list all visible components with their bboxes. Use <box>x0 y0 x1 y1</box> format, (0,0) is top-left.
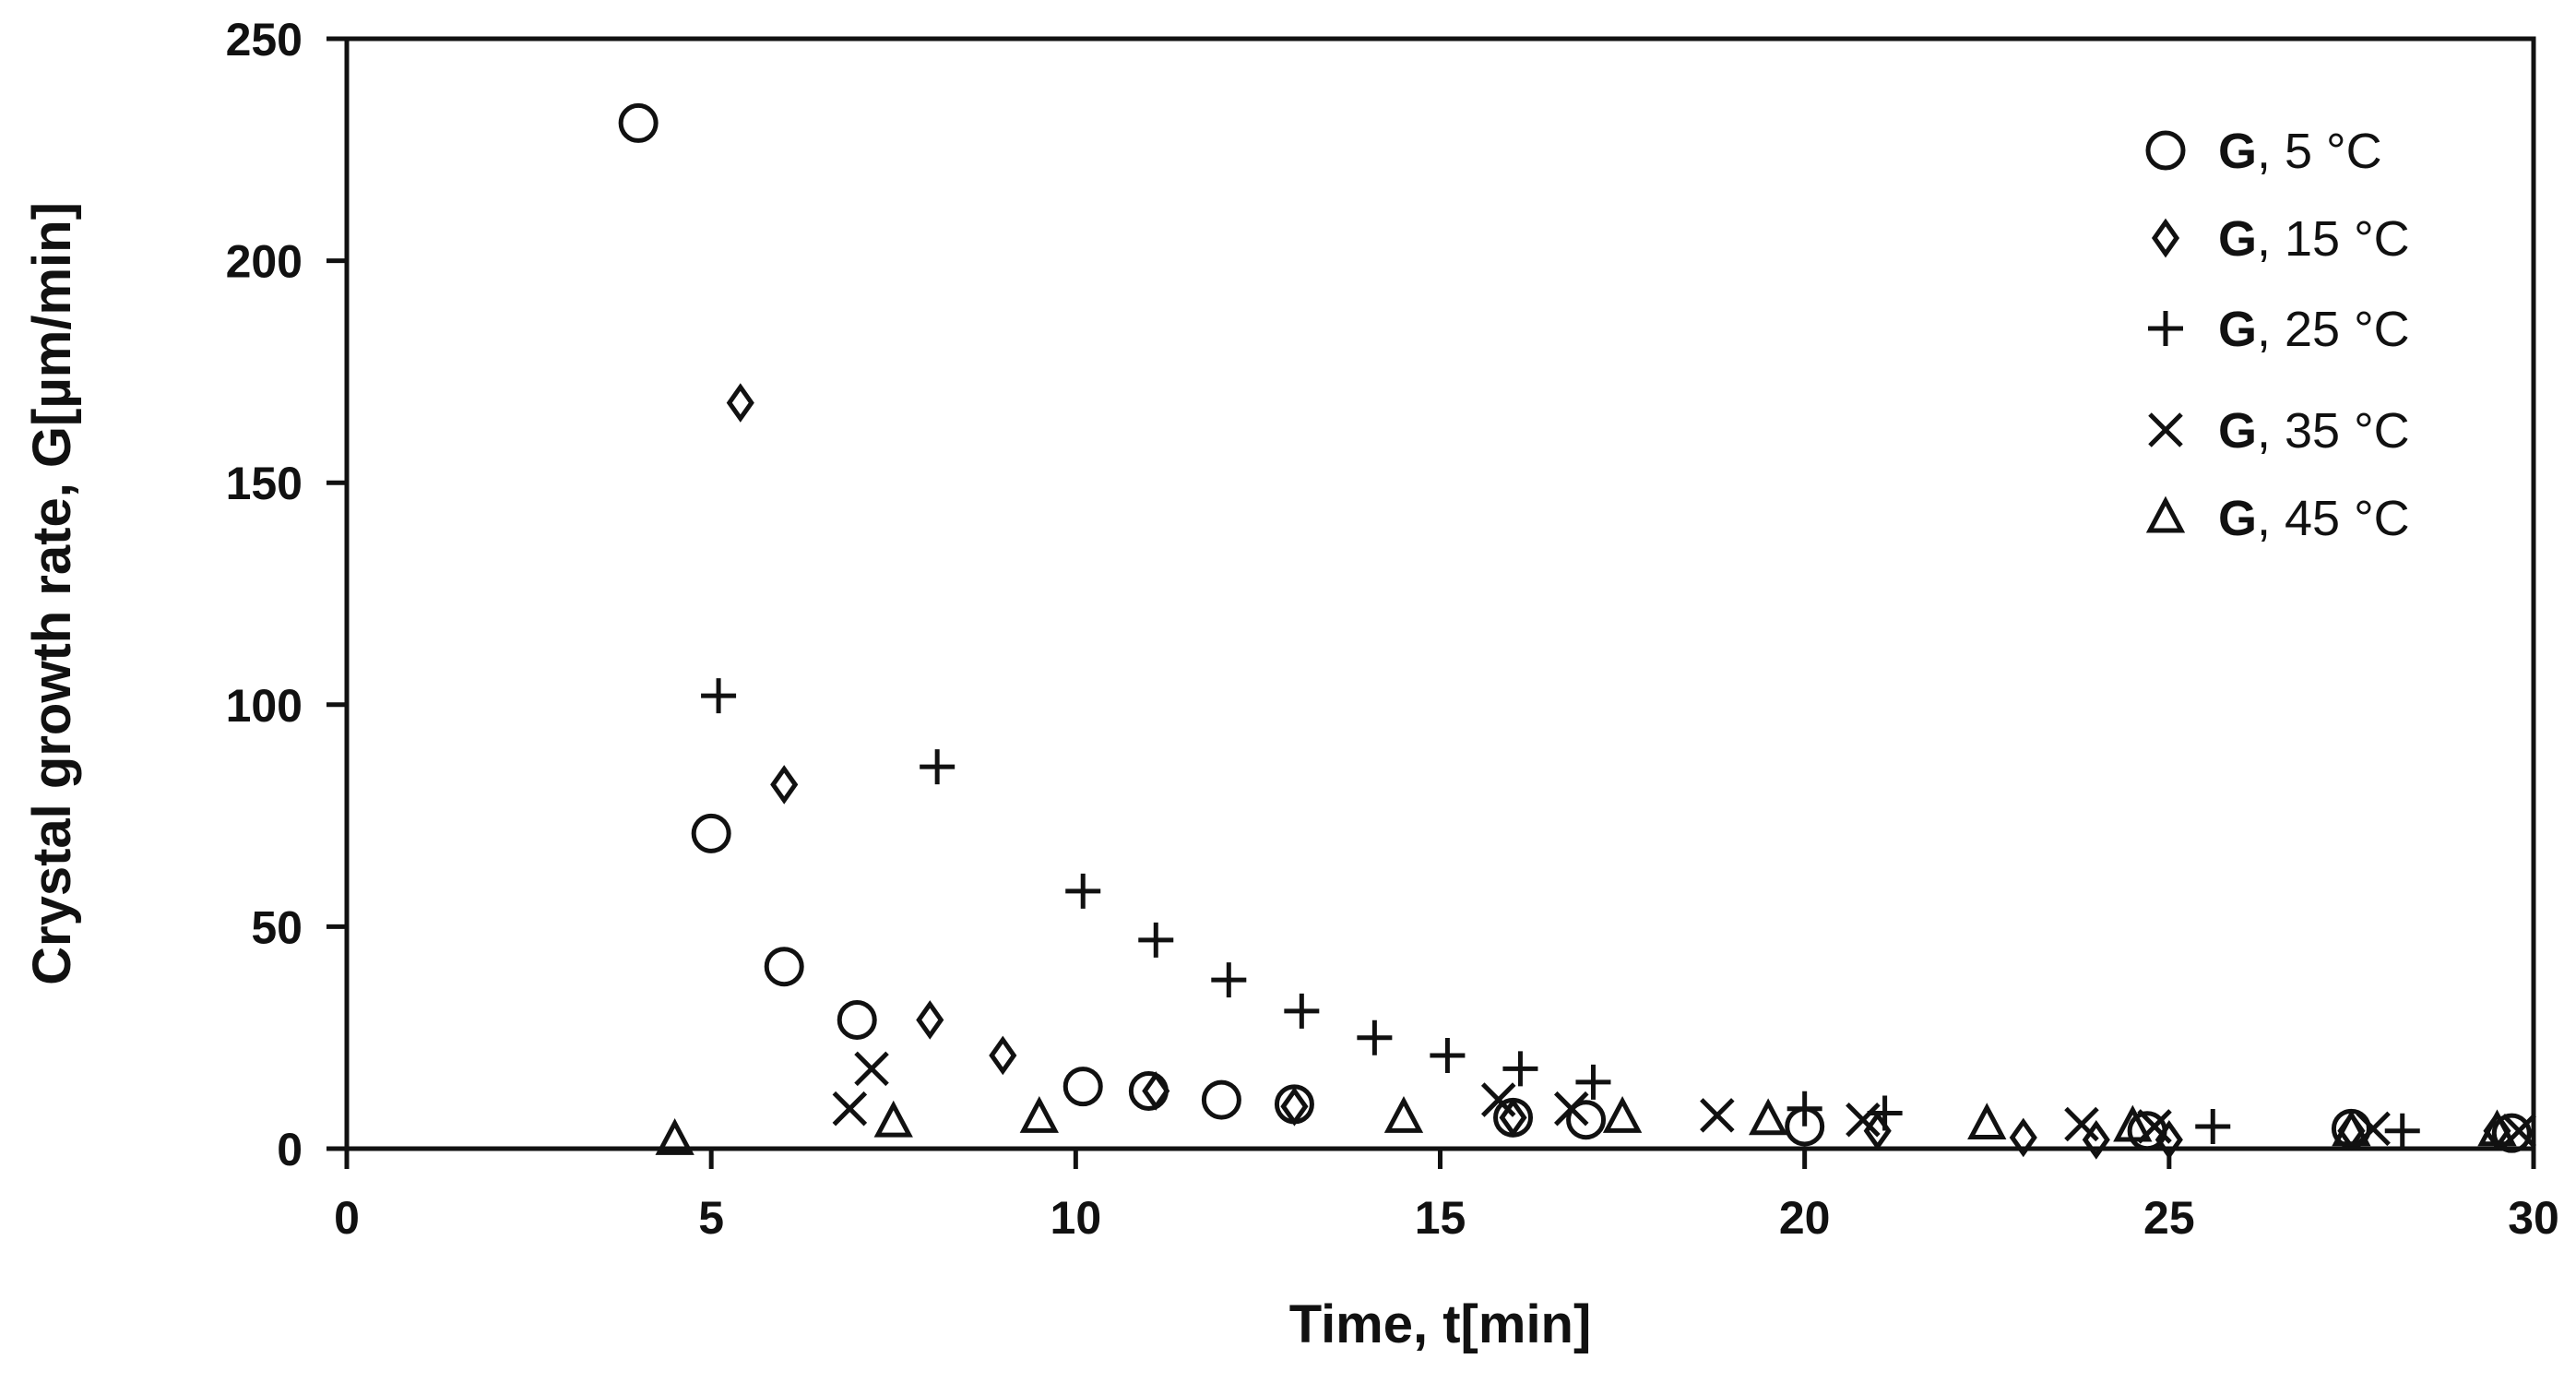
plus-marker <box>701 678 737 714</box>
legend-label-bold: G <box>2218 211 2257 267</box>
plus-marker <box>1284 993 1320 1029</box>
legend-label-rest: , 25 °C <box>2257 302 2410 357</box>
x-tick-label: 20 <box>1779 1192 1831 1244</box>
legend-circle-icon <box>2145 130 2186 171</box>
triangle-marker <box>2477 1109 2517 1147</box>
x-marker <box>854 1051 889 1087</box>
legend: G, 5 °CG, 15 °CG, 25 °CG, 35 °CG, 45 °C <box>2145 124 2410 546</box>
circle-marker <box>1566 1100 1607 1140</box>
x-tick-label: 0 <box>334 1192 360 1244</box>
diamond-marker <box>989 1035 1017 1076</box>
legend-label-rest: , 45 °C <box>2257 491 2410 546</box>
legend-label-bold: G <box>2218 491 2257 546</box>
diamond-marker <box>1142 1071 1170 1111</box>
legend-plus-icon <box>2148 311 2183 346</box>
x-marker <box>1553 1091 1589 1127</box>
diamond-marker <box>2009 1117 2037 1158</box>
legend-label-rest: , 5 °C <box>2257 124 2382 179</box>
legend-label: G, 5 °C <box>2218 124 2382 179</box>
legend-label-bold: G <box>2218 302 2257 357</box>
triangle-marker <box>1383 1095 1424 1133</box>
legend-label-rest: , 15 °C <box>2257 211 2410 267</box>
diamond-marker <box>770 765 799 805</box>
data-markers <box>618 102 2536 1160</box>
circle-marker <box>691 813 731 853</box>
plus-marker <box>1211 962 1247 998</box>
plus-marker <box>1787 1091 1822 1127</box>
legend-triangle-icon <box>2145 495 2186 533</box>
x-tick-label: 30 <box>2508 1192 2559 1244</box>
plus-marker <box>1867 1095 1903 1131</box>
x-tick-label: 15 <box>1415 1192 1466 1244</box>
x-tick-label: 10 <box>1051 1192 1102 1244</box>
circle-marker <box>618 102 659 143</box>
circle-marker <box>837 999 877 1040</box>
triangle-marker <box>1602 1095 1643 1133</box>
plus-marker <box>1138 922 1174 958</box>
plus-marker <box>1430 1037 1466 1073</box>
plus-marker <box>920 749 956 785</box>
x-axis-title: Time, t[min] <box>1289 1294 1592 1354</box>
x-marker <box>1846 1102 1881 1138</box>
circle-marker <box>764 947 804 987</box>
plus-marker <box>1357 1019 1393 1055</box>
y-tick-label: 50 <box>251 901 303 953</box>
y-tick-label: 100 <box>226 680 303 732</box>
legend-label: G, 35 °C <box>2218 403 2410 459</box>
y-tick-label: 200 <box>226 236 303 288</box>
y-tick-label: 0 <box>277 1124 303 1175</box>
x-marker <box>832 1091 868 1127</box>
x-marker <box>2501 1113 2536 1149</box>
triangle-marker <box>873 1100 913 1138</box>
diamond-marker <box>1499 1097 1527 1138</box>
diamond-marker <box>726 383 754 423</box>
legend-label: G, 15 °C <box>2218 211 2410 267</box>
plus-marker <box>1502 1051 1538 1087</box>
circle-marker <box>2491 1113 2532 1153</box>
x-marker <box>2064 1106 2099 1142</box>
legend-x-icon <box>2148 412 2183 447</box>
legend-label: G, 45 °C <box>2218 491 2410 546</box>
x-tick-label: 5 <box>698 1192 724 1244</box>
circle-marker <box>1201 1079 1241 1120</box>
triangle-marker <box>655 1118 694 1155</box>
triangle-marker <box>1748 1098 1788 1136</box>
diamond-marker <box>916 1000 944 1040</box>
triangle-marker <box>2113 1104 2153 1142</box>
plus-marker <box>1065 873 1101 909</box>
legend-label: G, 25 °C <box>2218 302 2410 357</box>
circle-marker <box>1062 1067 1103 1107</box>
axes: 0 5 10 15 20 25 30 0 50 100 150 200 250 <box>226 14 2559 1244</box>
plus-marker <box>2384 1113 2420 1149</box>
diamond-marker <box>1280 1086 1309 1127</box>
plot-frame <box>344 36 2536 1151</box>
triangle-marker <box>2332 1109 2371 1147</box>
y-tick-label: 150 <box>226 458 303 509</box>
legend-diamond-icon <box>2151 218 2180 258</box>
legend-label-bold: G <box>2218 124 2257 179</box>
legend-label-bold: G <box>2218 403 2257 459</box>
x-marker <box>2137 1109 2172 1144</box>
y-tick-label: 250 <box>226 14 303 66</box>
x-marker <box>1700 1098 1735 1133</box>
x-tick-label: 25 <box>2143 1192 2195 1244</box>
triangle-marker <box>1019 1095 1059 1133</box>
plus-marker <box>2195 1108 2231 1144</box>
legend-label-rest: , 35 °C <box>2257 403 2410 459</box>
plus-marker <box>1575 1064 1611 1100</box>
triangle-marker <box>1967 1103 2007 1140</box>
y-axis-title: Crystal growth rate, G[µm/min] <box>22 202 82 985</box>
x-marker <box>1480 1082 1516 1117</box>
